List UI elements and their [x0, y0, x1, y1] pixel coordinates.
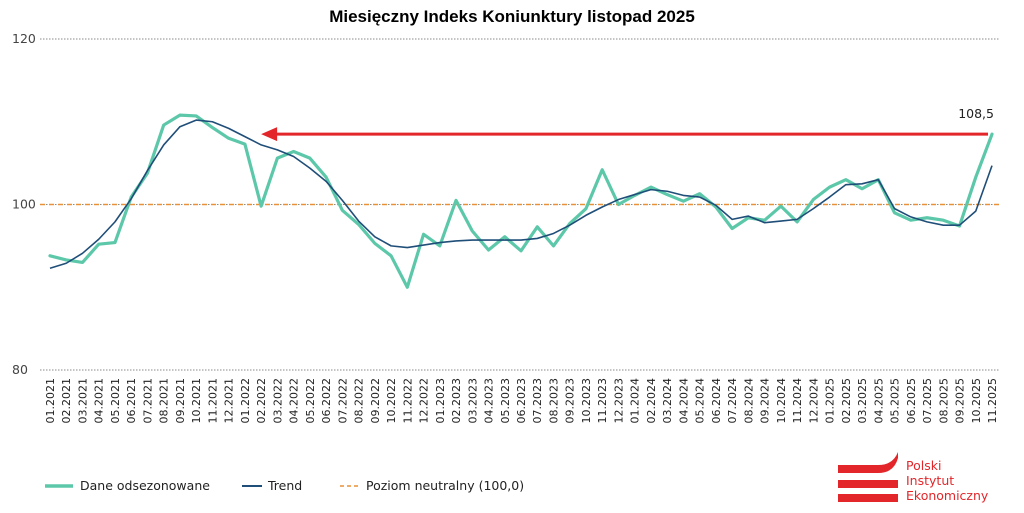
y-axis: 80 100 120	[12, 31, 36, 377]
legend-label-neutral: Poziom neutralny (100,0)	[366, 478, 524, 493]
value-label: 108,5	[958, 106, 994, 121]
x-tick-label: 09.2024	[759, 378, 772, 424]
x-tick-label: 09.2025	[954, 378, 967, 424]
logo-text-line: Instytut	[906, 473, 954, 488]
x-tick-label: 11.2024	[791, 378, 804, 424]
x-tick-label: 11.2025	[986, 378, 999, 424]
x-tick-label: 04.2023	[483, 378, 496, 424]
x-tick-label: 07.2025	[921, 378, 934, 424]
x-tick-label: 07.2024	[726, 378, 739, 424]
x-tick-label: 11.2022	[401, 378, 414, 424]
x-tick-label: 04.2024	[677, 378, 690, 424]
x-tick-label: 03.2025	[856, 378, 869, 424]
x-tick-label: 09.2021	[174, 378, 187, 424]
x-tick-label: 10.2023	[580, 378, 593, 424]
legend: Dane odsezonowane Trend Poziom neutralny (…	[45, 478, 524, 493]
x-tick-label: 01.2023	[434, 378, 447, 424]
reference-arrow	[261, 127, 988, 142]
x-tick-label: 11.2023	[596, 378, 609, 424]
x-tick-label: 02.2025	[840, 378, 853, 424]
x-tick-label: 02.2021	[60, 378, 73, 424]
x-tick-label: 10.2024	[775, 378, 788, 424]
x-tick-label: 01.2024	[629, 378, 642, 424]
x-tick-label: 01.2025	[824, 378, 837, 424]
x-tick-label: 02.2023	[450, 378, 463, 424]
x-tick-label: 03.2023	[466, 378, 479, 424]
y-tick-label: 120	[12, 31, 36, 46]
x-tick-label: 01.2022	[239, 378, 252, 424]
x-tick-label: 12.2021	[223, 378, 236, 424]
x-tick-label: 07.2021	[141, 378, 154, 424]
legend-label-trend: Trend	[267, 478, 302, 493]
x-tick-label: 02.2024	[645, 378, 658, 424]
x-tick-label: 05.2023	[499, 378, 512, 424]
x-tick-label: 02.2022	[255, 378, 268, 424]
x-tick-label: 08.2023	[547, 378, 560, 424]
x-tick-label: 10.2021	[190, 378, 203, 424]
logo-bar-middle	[838, 480, 898, 488]
x-tick-label: 07.2023	[531, 378, 544, 424]
x-tick-label: 12.2023	[612, 378, 625, 424]
logo-bar-top	[838, 452, 898, 473]
x-tick-label: 05.2022	[304, 378, 317, 424]
series-line-dane-odsezonowane	[48, 113, 994, 289]
x-tick-label: 12.2024	[807, 378, 820, 424]
x-tick-label: 08.2024	[742, 378, 755, 424]
logo-text-line: Ekonomiczny	[906, 488, 989, 503]
x-tick-label: 11.2021	[206, 378, 219, 424]
x-tick-label: 04.2021	[93, 378, 106, 424]
x-tick-label: 06.2024	[710, 378, 723, 424]
x-tick-label: 06.2022	[320, 378, 333, 424]
x-tick-label: 06.2021	[125, 378, 138, 424]
x-tick-label: 08.2021	[158, 378, 171, 424]
x-tick-label: 12.2022	[418, 378, 431, 424]
chart-title: Miesięczny Indeks Koniunktury listopad 2…	[329, 7, 695, 26]
x-tick-label: 05.2025	[889, 378, 902, 424]
x-tick-label: 07.2022	[336, 378, 349, 424]
logo-bar-bottom	[838, 494, 898, 502]
x-tick-label: 08.2025	[937, 378, 950, 424]
x-tick-label: 09.2023	[564, 378, 577, 424]
x-tick-label: 03.2024	[661, 378, 674, 424]
x-tick-label: 10.2025	[970, 378, 983, 424]
x-tick-label: 05.2021	[109, 378, 122, 424]
arrow-head	[261, 127, 278, 142]
logo-text-line: Polski	[906, 458, 941, 473]
y-tick-label: 80	[12, 362, 28, 377]
series-line-trend	[49, 119, 993, 269]
x-tick-label: 09.2022	[369, 378, 382, 424]
annotations: 108,5	[958, 106, 994, 121]
series-group	[48, 113, 994, 289]
x-tick-label: 04.2022	[288, 378, 301, 424]
x-tick-label: 03.2021	[76, 378, 89, 424]
x-tick-label: 01.2021	[44, 378, 57, 424]
x-tick-label: 10.2022	[385, 378, 398, 424]
legend-label-dane-odsezonowane: Dane odsezonowane	[80, 478, 210, 493]
x-tick-label: 06.2023	[515, 378, 528, 424]
x-tick-label: 05.2024	[694, 378, 707, 424]
x-tick-label: 03.2022	[271, 378, 284, 424]
y-tick-label: 100	[12, 197, 36, 212]
x-tick-label: 04.2025	[872, 378, 885, 424]
x-axis: 01.2021 02.2021 03.2021 04.2021 05.2021 06.20…	[44, 378, 999, 424]
x-tick-label: 06.2025	[905, 378, 918, 424]
x-tick-label: 08.2022	[353, 378, 366, 424]
